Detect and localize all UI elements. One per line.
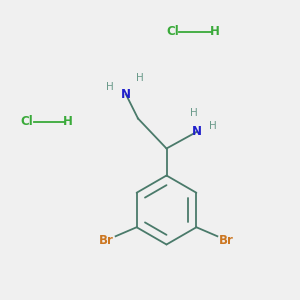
Text: Cl: Cl [166,25,179,38]
Text: N: N [191,125,202,139]
Text: H: H [210,25,219,38]
Text: H: H [136,73,143,83]
Text: Br: Br [99,234,114,247]
Text: Cl: Cl [21,115,33,128]
Text: H: H [209,121,217,131]
Text: N: N [121,88,131,101]
Text: H: H [190,107,197,118]
Text: H: H [106,82,113,92]
Text: H: H [63,115,72,128]
Text: Br: Br [219,234,234,247]
